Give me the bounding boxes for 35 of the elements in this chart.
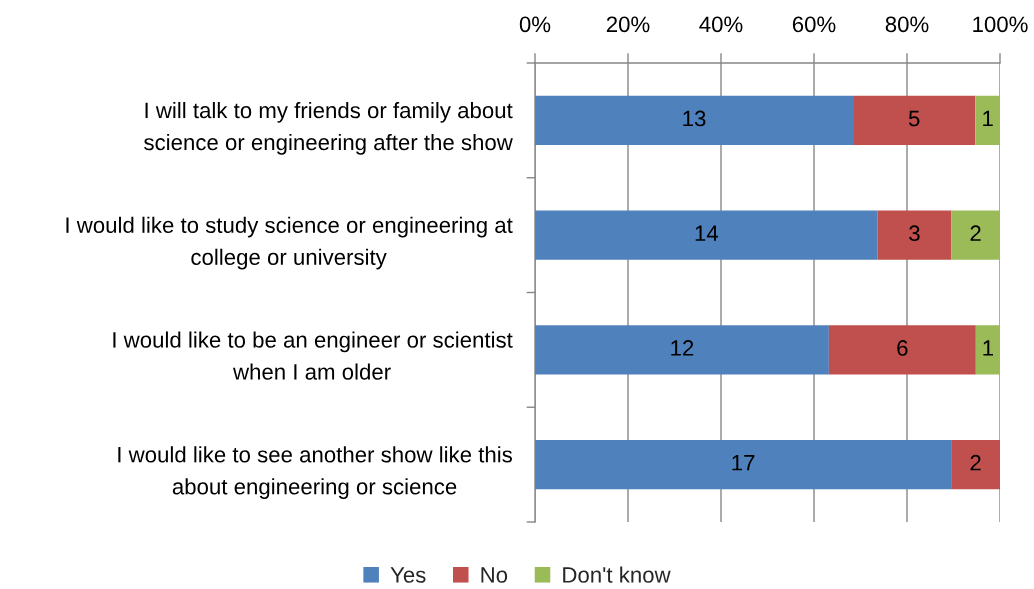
bar: [853, 95, 976, 146]
x-tick-label: 20%: [606, 16, 650, 33]
annotation: 2: [970, 225, 981, 241]
annotation: 5: [908, 110, 920, 127]
annotation: 12: [671, 340, 694, 356]
annotation: 1: [983, 340, 994, 356]
y-tick-label: I would like to see another show like this about engineering or science: [118, 446, 512, 499]
y-tick-label: I would like to study science or engineering at college or university: [66, 216, 513, 270]
bar: [535, 439, 952, 490]
annotation: 17: [732, 455, 755, 471]
annotation: 1: [983, 110, 993, 127]
annotation: 2: [970, 454, 981, 471]
bar: [951, 439, 1000, 490]
y-tick-label: I will talk to my friends or family about science or engineering after the show: [144, 101, 513, 155]
legend-label: No: [481, 567, 508, 583]
annotation: 6: [897, 340, 908, 356]
annotation: 3: [909, 225, 920, 242]
legend-label: Yes: [390, 567, 426, 583]
annotation: 13: [683, 110, 706, 127]
bar: [535, 95, 854, 146]
y-tick-label: I would like to be an engineer or scientist when I am older: [113, 331, 513, 380]
x-tick-label: 80%: [885, 16, 929, 33]
bar: [877, 210, 952, 260]
x-tick-label: 40%: [699, 16, 743, 33]
bar: [975, 325, 1000, 375]
x-tick-label: 60%: [792, 16, 836, 33]
bar: [975, 95, 1000, 146]
x-tick-label: 100%: [973, 16, 1028, 33]
legend-label: Don't know: [563, 566, 671, 583]
bar: [535, 210, 878, 260]
bar: [535, 325, 829, 375]
annotation: 14: [695, 225, 719, 241]
bar: [828, 325, 976, 375]
bar: [951, 210, 1000, 260]
x-tick-label: 0%: [519, 16, 551, 33]
